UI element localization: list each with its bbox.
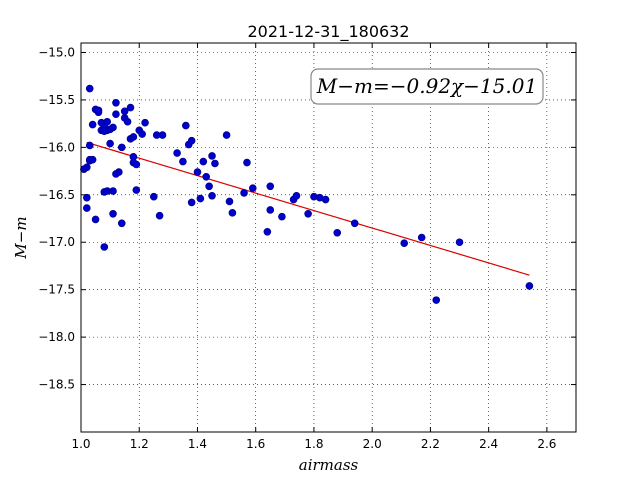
data-point: [278, 212, 286, 221]
data-point: [240, 189, 248, 197]
data-point: [417, 233, 426, 242]
data-point: [117, 219, 126, 228]
plot-background: [81, 43, 576, 432]
fit-equation-text: M−m=−0.92χ−15.01: [316, 74, 537, 98]
fit-equation-box: M−m=−0.92χ−15.01: [310, 68, 544, 105]
y-tick-label: −16.5: [38, 188, 75, 202]
data-point: [211, 159, 219, 168]
data-point: [132, 160, 141, 169]
data-point: [173, 149, 181, 157]
data-point: [112, 98, 120, 107]
y-tick-label: −15.0: [38, 45, 75, 59]
data-point: [187, 136, 196, 145]
data-point: [100, 243, 109, 251]
data-point: [149, 192, 158, 201]
data-point: [109, 123, 117, 132]
data-point: [432, 296, 441, 304]
data-point: [158, 131, 167, 139]
data-point: [292, 191, 301, 200]
data-point: [228, 209, 237, 217]
data-point: [455, 238, 464, 247]
x-tick-label: 2.6: [537, 437, 556, 451]
data-point: [243, 158, 251, 167]
y-tick-label: −17.0: [38, 235, 75, 249]
x-tick-label: 2.0: [363, 437, 382, 451]
y-tick-label: −18.5: [38, 378, 75, 392]
data-point: [202, 172, 211, 181]
x-tick-label: 2.4: [479, 437, 498, 451]
x-axis: 1.0 1.2 1.4 1.6 1.8 2.0 2.2 2.4 2.6: [71, 43, 556, 451]
data-point: [248, 184, 257, 192]
data-point: [85, 141, 94, 150]
data-point: [85, 84, 94, 93]
fit-line-layer: [86, 141, 530, 276]
data-point: [196, 194, 205, 203]
x-tick-label: 2.2: [421, 437, 440, 451]
data-point: [205, 182, 213, 191]
x-tick-label: 1.0: [71, 437, 90, 451]
data-point: [120, 107, 129, 116]
data-point: [208, 191, 216, 200]
y-axis: −15.0 −15.5 −16.0 −16.5 −17.0 −17.5 −18.0 −18.5: [38, 45, 576, 392]
data-point: [263, 228, 272, 236]
data-point: [179, 157, 187, 166]
data-point: [83, 193, 91, 202]
fit-line: [86, 141, 530, 276]
data-point: [91, 215, 100, 224]
data-point: [199, 157, 208, 166]
data-point: [100, 127, 109, 136]
data-point: [106, 139, 114, 148]
data-point: [350, 219, 359, 228]
chart-title: 2021-12-31_180632: [247, 22, 409, 42]
data-point: [182, 121, 190, 130]
x-axis-label: airmass: [299, 456, 359, 474]
data-point: [83, 204, 91, 212]
plot-frame: [80, 42, 577, 433]
y-tick-label: −18.0: [38, 330, 75, 344]
data-point: [155, 211, 164, 220]
data-point: [266, 206, 275, 214]
data-point: [304, 209, 312, 218]
data-point: [400, 239, 409, 247]
plot-area: M−m=−0.92χ−15.01: [80, 42, 577, 433]
data-point: [333, 228, 342, 237]
y-tick-label: −16.0: [38, 140, 75, 154]
data-point: [193, 168, 202, 176]
data-point: [222, 131, 231, 139]
x-tick-label: 1.6: [246, 437, 265, 451]
data-point: [141, 118, 149, 127]
x-tick-label: 1.4: [188, 437, 207, 451]
data-point: [88, 120, 97, 129]
data-point: [321, 195, 330, 204]
x-tick-label: 1.2: [130, 437, 149, 451]
data-point: [266, 182, 275, 191]
data-point: [103, 117, 112, 126]
y-tick-label: −15.5: [38, 93, 75, 107]
data-point: [103, 187, 112, 195]
data-point: [208, 152, 216, 160]
data-point: [117, 143, 126, 152]
data-point: [123, 117, 132, 126]
data-point: [109, 209, 117, 218]
data-point: [83, 163, 91, 172]
data-point: [94, 106, 103, 115]
data-point: [85, 155, 94, 164]
data-point: [187, 198, 196, 207]
data-point: [112, 170, 120, 178]
x-tick-label: 1.8: [304, 437, 323, 451]
data-point: [525, 282, 534, 290]
data-point: [132, 186, 141, 194]
y-axis-label: M−m: [12, 216, 30, 259]
data-point: [138, 130, 146, 138]
data-point: [225, 197, 234, 206]
y-tick-label: −17.5: [38, 283, 75, 297]
data-point: [129, 133, 138, 141]
annotation-box: [310, 68, 544, 105]
data-points: [80, 84, 534, 304]
data-point: [126, 103, 135, 112]
data-point: [112, 110, 120, 118]
